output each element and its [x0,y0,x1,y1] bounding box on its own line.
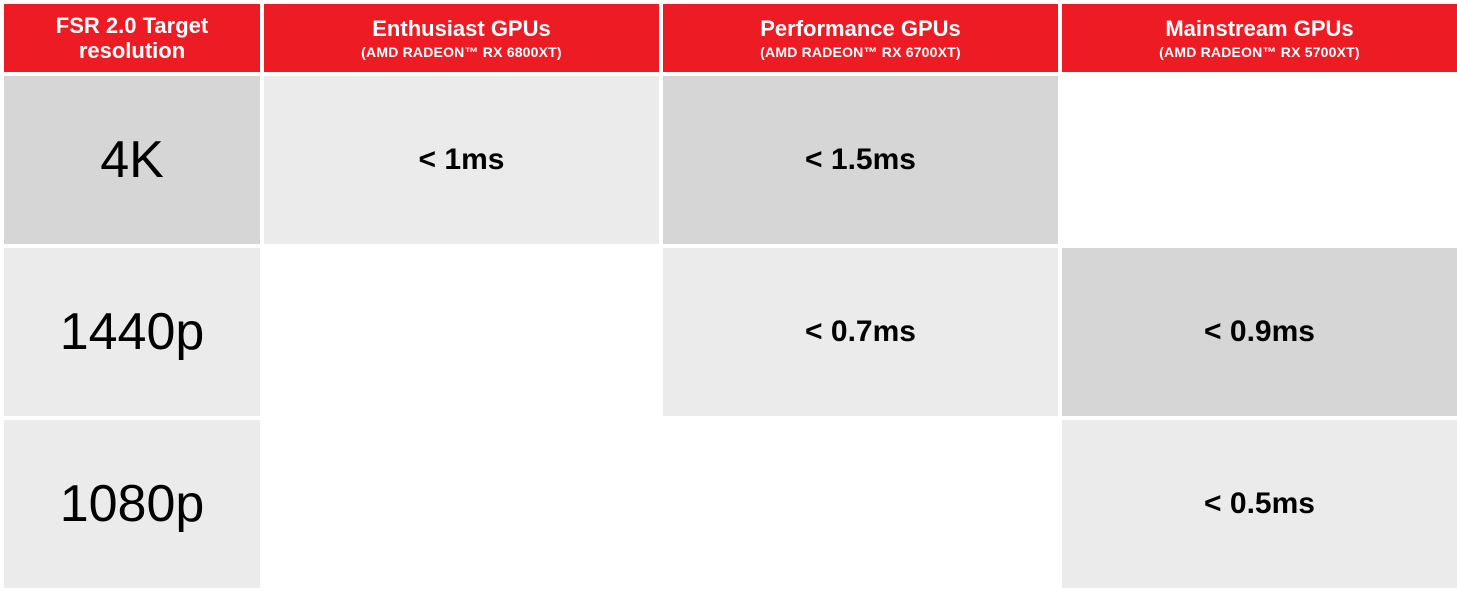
table-header: FSR 2.0 Target resolution Enthusiast GPU… [4,4,1457,72]
data-cell: < 0.5ms [1062,420,1457,588]
col-header-main: Enthusiast GPUs [264,16,659,41]
table-row: 1080p < 0.5ms [4,420,1457,588]
col-header-resolution: FSR 2.0 Target resolution [4,4,260,72]
data-cell [264,420,659,588]
col-header-main: Mainstream GPUs [1062,16,1457,41]
row-label-4k: 4K [4,76,260,244]
row-label-1080p: 1080p [4,420,260,588]
table-container: FSR 2.0 Target resolution Enthusiast GPU… [0,0,1457,592]
col-header-mainstream: Mainstream GPUs (AMD RADEON™ RX 5700XT) [1062,4,1457,72]
data-cell: < 1.5ms [663,76,1058,244]
table-row: 1440p < 0.7ms < 0.9ms [4,248,1457,416]
row-label-1440p: 1440p [4,248,260,416]
data-cell: < 0.7ms [663,248,1058,416]
col-header-main: FSR 2.0 Target resolution [4,13,260,64]
data-cell: < 0.9ms [1062,248,1457,416]
col-header-sub: (AMD RADEON™ RX 5700XT) [1062,44,1457,60]
col-header-sub: (AMD RADEON™ RX 6800XT) [264,44,659,60]
fsr-performance-table: FSR 2.0 Target resolution Enthusiast GPU… [0,0,1457,592]
col-header-sub: (AMD RADEON™ RX 6700XT) [663,44,1058,60]
data-cell [264,248,659,416]
data-cell: < 1ms [264,76,659,244]
table-row: 4K < 1ms < 1.5ms [4,76,1457,244]
data-cell [1062,76,1457,244]
col-header-performance: Performance GPUs (AMD RADEON™ RX 6700XT) [663,4,1058,72]
col-header-main: Performance GPUs [663,16,1058,41]
table-header-row: FSR 2.0 Target resolution Enthusiast GPU… [4,4,1457,72]
table-body: 4K < 1ms < 1.5ms 1440p < 0.7ms < 0.9ms 1… [4,76,1457,588]
data-cell [663,420,1058,588]
col-header-enthusiast: Enthusiast GPUs (AMD RADEON™ RX 6800XT) [264,4,659,72]
